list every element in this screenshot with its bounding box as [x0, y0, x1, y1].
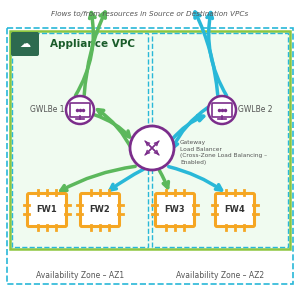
FancyBboxPatch shape	[28, 193, 67, 226]
Text: GWLBe 2: GWLBe 2	[238, 106, 272, 114]
Text: Availability Zone – AZ1: Availability Zone – AZ1	[36, 271, 124, 280]
Text: Flows to/from resources in Source or Destination VPCs: Flows to/from resources in Source or Des…	[51, 11, 249, 17]
FancyBboxPatch shape	[7, 28, 293, 284]
Circle shape	[66, 96, 94, 124]
Text: ☁: ☁	[20, 39, 31, 49]
Text: Gateway
Load Balancer
(Cross-Zone Load Balancing –
Enabled): Gateway Load Balancer (Cross-Zone Load B…	[180, 140, 267, 165]
Text: FW4: FW4	[225, 206, 245, 215]
Circle shape	[208, 96, 236, 124]
FancyBboxPatch shape	[11, 32, 39, 56]
Text: GWLBe 1: GWLBe 1	[29, 106, 64, 114]
Text: FW2: FW2	[90, 206, 110, 215]
Text: FW3: FW3	[165, 206, 185, 215]
Text: FW1: FW1	[37, 206, 57, 215]
FancyBboxPatch shape	[70, 103, 90, 117]
FancyBboxPatch shape	[155, 193, 194, 226]
FancyBboxPatch shape	[80, 193, 119, 226]
FancyBboxPatch shape	[212, 103, 232, 117]
Circle shape	[130, 126, 174, 170]
Text: Appliance VPC: Appliance VPC	[50, 39, 135, 49]
Text: Availability Zone – AZ2: Availability Zone – AZ2	[176, 271, 264, 280]
FancyBboxPatch shape	[10, 31, 290, 249]
FancyBboxPatch shape	[215, 193, 254, 226]
